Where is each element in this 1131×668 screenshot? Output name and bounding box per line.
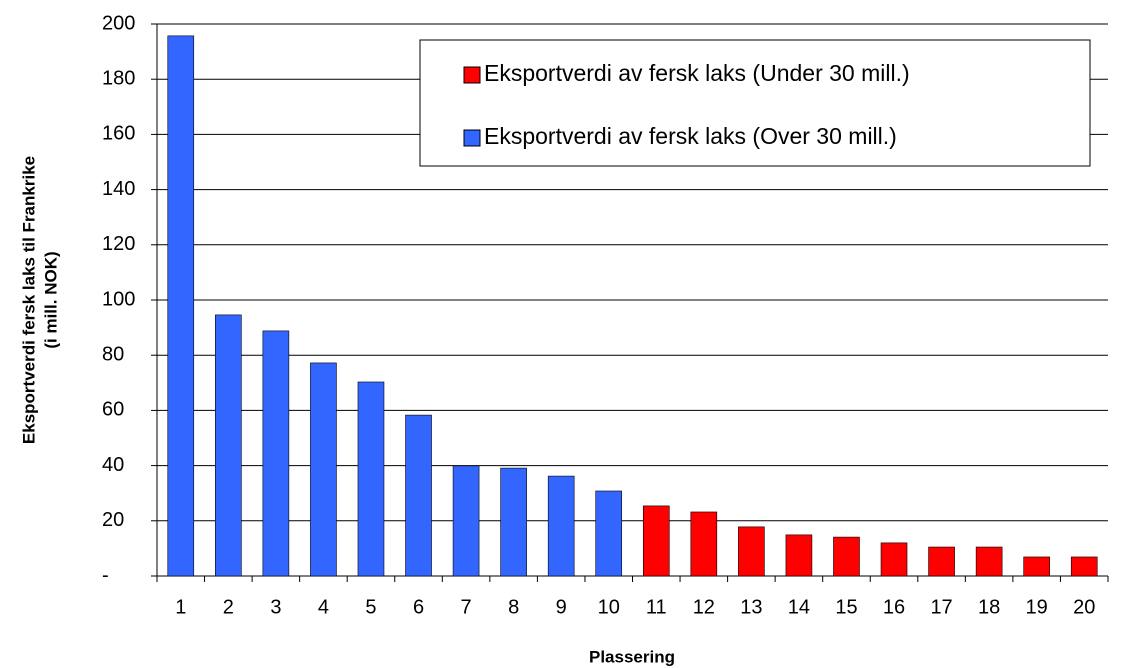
x-tick-label: 15 xyxy=(835,596,857,618)
y-tick-label: 180 xyxy=(102,67,135,89)
x-tick-label: 17 xyxy=(930,596,952,618)
legend-label: Eksportverdi av fersk laks (Over 30 mill… xyxy=(484,123,897,149)
bar xyxy=(975,546,1003,577)
y-tick-label: 160 xyxy=(102,123,135,145)
y-tick-label: - xyxy=(102,564,109,586)
bar xyxy=(690,511,718,577)
bar xyxy=(357,381,385,577)
y-tick-label: 100 xyxy=(102,288,135,310)
bar xyxy=(595,490,623,577)
x-tick-label: 2 xyxy=(223,596,234,618)
bar xyxy=(1023,556,1050,577)
x-tick-label: 6 xyxy=(413,596,424,618)
x-tick-label: 1 xyxy=(175,596,186,618)
bar xyxy=(215,314,242,577)
x-tick-label: 20 xyxy=(1073,596,1095,618)
x-tick-label: 4 xyxy=(318,596,329,618)
y-tick-label: 40 xyxy=(102,454,124,476)
x-tick-label: 7 xyxy=(461,596,472,618)
bar xyxy=(1070,556,1098,577)
y-axis-title-line: Eksportverdi fersk laks til Frankrike xyxy=(19,156,38,444)
x-tick-label: 14 xyxy=(788,596,810,618)
legend-swatch xyxy=(463,66,481,84)
x-tick-label: 19 xyxy=(1026,596,1048,618)
x-tick-label: 9 xyxy=(556,596,567,618)
bar xyxy=(738,526,765,577)
bar xyxy=(928,546,955,577)
bar xyxy=(500,467,527,577)
bar xyxy=(833,536,860,577)
y-tick-label: 80 xyxy=(102,343,124,365)
bar xyxy=(310,362,337,577)
x-tick-label: 11 xyxy=(646,596,667,618)
bar xyxy=(405,414,432,577)
bar xyxy=(167,35,195,577)
legend-box xyxy=(419,39,1091,167)
x-tick-label: 3 xyxy=(270,596,281,618)
bar xyxy=(642,505,670,577)
x-tick-label: 18 xyxy=(978,596,1000,618)
y-tick-label: 20 xyxy=(102,509,124,531)
y-tick-label: 120 xyxy=(102,233,135,255)
bar xyxy=(547,475,575,577)
y-tick-label: 60 xyxy=(102,399,124,421)
bar xyxy=(262,330,290,577)
x-tick-label: 10 xyxy=(598,596,620,618)
legend-swatch xyxy=(463,129,481,147)
x-tick-label: 16 xyxy=(883,596,905,618)
y-tick-label: 140 xyxy=(102,178,135,200)
y-axis-title-line: (i mill. NOK) xyxy=(41,251,60,348)
legend-label: Eksportverdi av fersk laks (Under 30 mil… xyxy=(484,60,910,86)
bar xyxy=(880,542,908,577)
x-tick-label: 13 xyxy=(740,596,762,618)
bar xyxy=(785,534,813,577)
bar xyxy=(452,465,480,577)
x-tick-label: 12 xyxy=(693,596,715,618)
x-tick-label: 5 xyxy=(365,596,376,618)
x-axis-title: Plassering xyxy=(589,647,675,666)
y-tick-label: 200 xyxy=(102,12,135,34)
y-axis-title: Eksportverdi fersk laks til Frankrike (i… xyxy=(19,156,60,444)
x-tick-label: 8 xyxy=(508,596,519,618)
